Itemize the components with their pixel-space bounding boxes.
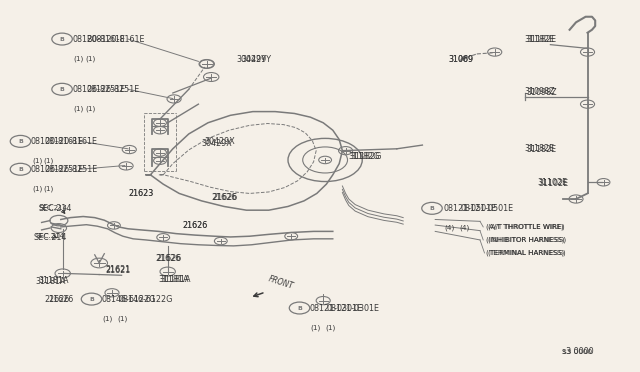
Text: (1): (1) [74,55,84,62]
Text: 21621: 21621 [106,265,131,274]
Text: SEC.214: SEC.214 [38,204,72,213]
Circle shape [10,163,31,175]
Text: 21626: 21626 [157,254,182,263]
Text: (4): (4) [445,224,455,231]
Circle shape [10,135,31,147]
Text: 30429X: 30429X [205,137,236,146]
Text: (1): (1) [325,324,335,331]
Text: 30429Y: 30429Y [237,55,267,64]
Text: (INHIBITOR HARNESS): (INHIBITOR HARNESS) [486,237,566,243]
Text: B: B [18,139,23,144]
Text: 31102E: 31102E [538,178,568,187]
Text: 08126-8251E: 08126-8251E [86,85,140,94]
Text: (1): (1) [32,185,42,192]
Text: 31181A: 31181A [160,275,191,284]
Text: (1): (1) [85,105,95,112]
Circle shape [422,202,442,214]
Text: 31181A: 31181A [35,277,66,286]
Text: (1): (1) [44,185,54,192]
Text: (1): (1) [85,55,95,62]
Text: 21623: 21623 [128,189,153,198]
Text: 08146-6122G: 08146-6122G [101,295,156,304]
Text: 08126-8251E: 08126-8251E [31,165,84,174]
Text: 31182E: 31182E [525,144,555,153]
Text: 08120-8161E: 08120-8161E [45,137,98,146]
Text: 31098Z: 31098Z [526,88,557,97]
Text: SEC.214: SEC.214 [33,233,67,242]
Text: 30429Y: 30429Y [242,55,272,64]
Text: 31069: 31069 [448,55,473,64]
Text: 21626: 21626 [45,295,70,304]
Text: 31102E: 31102E [539,179,569,187]
Circle shape [52,83,72,95]
Text: 21626: 21626 [212,193,237,202]
Text: 08121-0301E: 08121-0301E [309,304,362,312]
Text: 21626: 21626 [182,221,207,230]
Text: (1): (1) [32,157,42,164]
Circle shape [289,302,310,314]
Text: 08126-8251E: 08126-8251E [72,85,125,94]
Text: s3 0000: s3 0000 [562,347,593,356]
Text: (1): (1) [310,324,321,331]
Text: 21621: 21621 [105,266,130,275]
Text: (A/T THROTTLE WIRE): (A/T THROTTLE WIRE) [486,224,565,230]
Text: (A/T THROTTLE WIRE): (A/T THROTTLE WIRE) [488,224,563,230]
Text: (INHIBITOR HARNESS): (INHIBITOR HARNESS) [488,237,564,243]
Text: 08126-8251E: 08126-8251E [45,165,98,174]
Text: 30429X: 30429X [202,139,232,148]
Text: B: B [18,167,23,172]
Text: B08120-8161E: B08120-8161E [86,35,145,44]
Text: 31181A: 31181A [159,275,189,284]
Text: (1): (1) [117,315,127,322]
Text: SEC.214: SEC.214 [35,233,64,239]
Text: 21626: 21626 [211,193,236,202]
Text: 08121-0501E: 08121-0501E [444,204,497,213]
Text: 21626: 21626 [155,254,180,263]
Text: 21626: 21626 [48,295,73,304]
Circle shape [52,33,72,45]
Text: B: B [60,87,65,92]
Text: s3 0000: s3 0000 [563,349,593,355]
Text: 08146-6122G: 08146-6122G [118,295,173,304]
Text: 31181A: 31181A [38,276,69,285]
Text: 31069: 31069 [448,55,473,64]
Text: B: B [89,296,94,302]
Text: (1): (1) [74,105,84,112]
Text: 31182G: 31182G [351,153,382,161]
Text: 31098Z: 31098Z [525,87,556,96]
Text: 31182E: 31182E [526,35,556,44]
Text: 31182E: 31182E [526,145,556,154]
Text: 21626: 21626 [182,221,207,230]
Text: 08121-0301E: 08121-0301E [326,304,380,312]
Circle shape [81,293,102,305]
Text: B: B [297,305,302,311]
Text: 08121-0501E: 08121-0501E [461,204,514,213]
Text: 08120-8161E: 08120-8161E [31,137,84,146]
Text: (1): (1) [102,315,113,322]
Text: 31182G: 31182G [349,152,380,161]
Text: 08120-8161E: 08120-8161E [72,35,125,44]
Text: 31182E: 31182E [525,35,555,44]
Text: 21623: 21623 [128,189,153,198]
Text: (TERMINAL HARNESS): (TERMINAL HARNESS) [486,250,566,256]
Text: (4): (4) [460,224,470,231]
Text: SEC.214: SEC.214 [38,205,67,211]
Text: B: B [60,36,65,42]
Text: B: B [429,206,435,211]
Text: FRONT: FRONT [268,275,295,291]
Text: (1): (1) [44,157,54,164]
Text: (TERMINAL HARNESS): (TERMINAL HARNESS) [488,250,564,256]
